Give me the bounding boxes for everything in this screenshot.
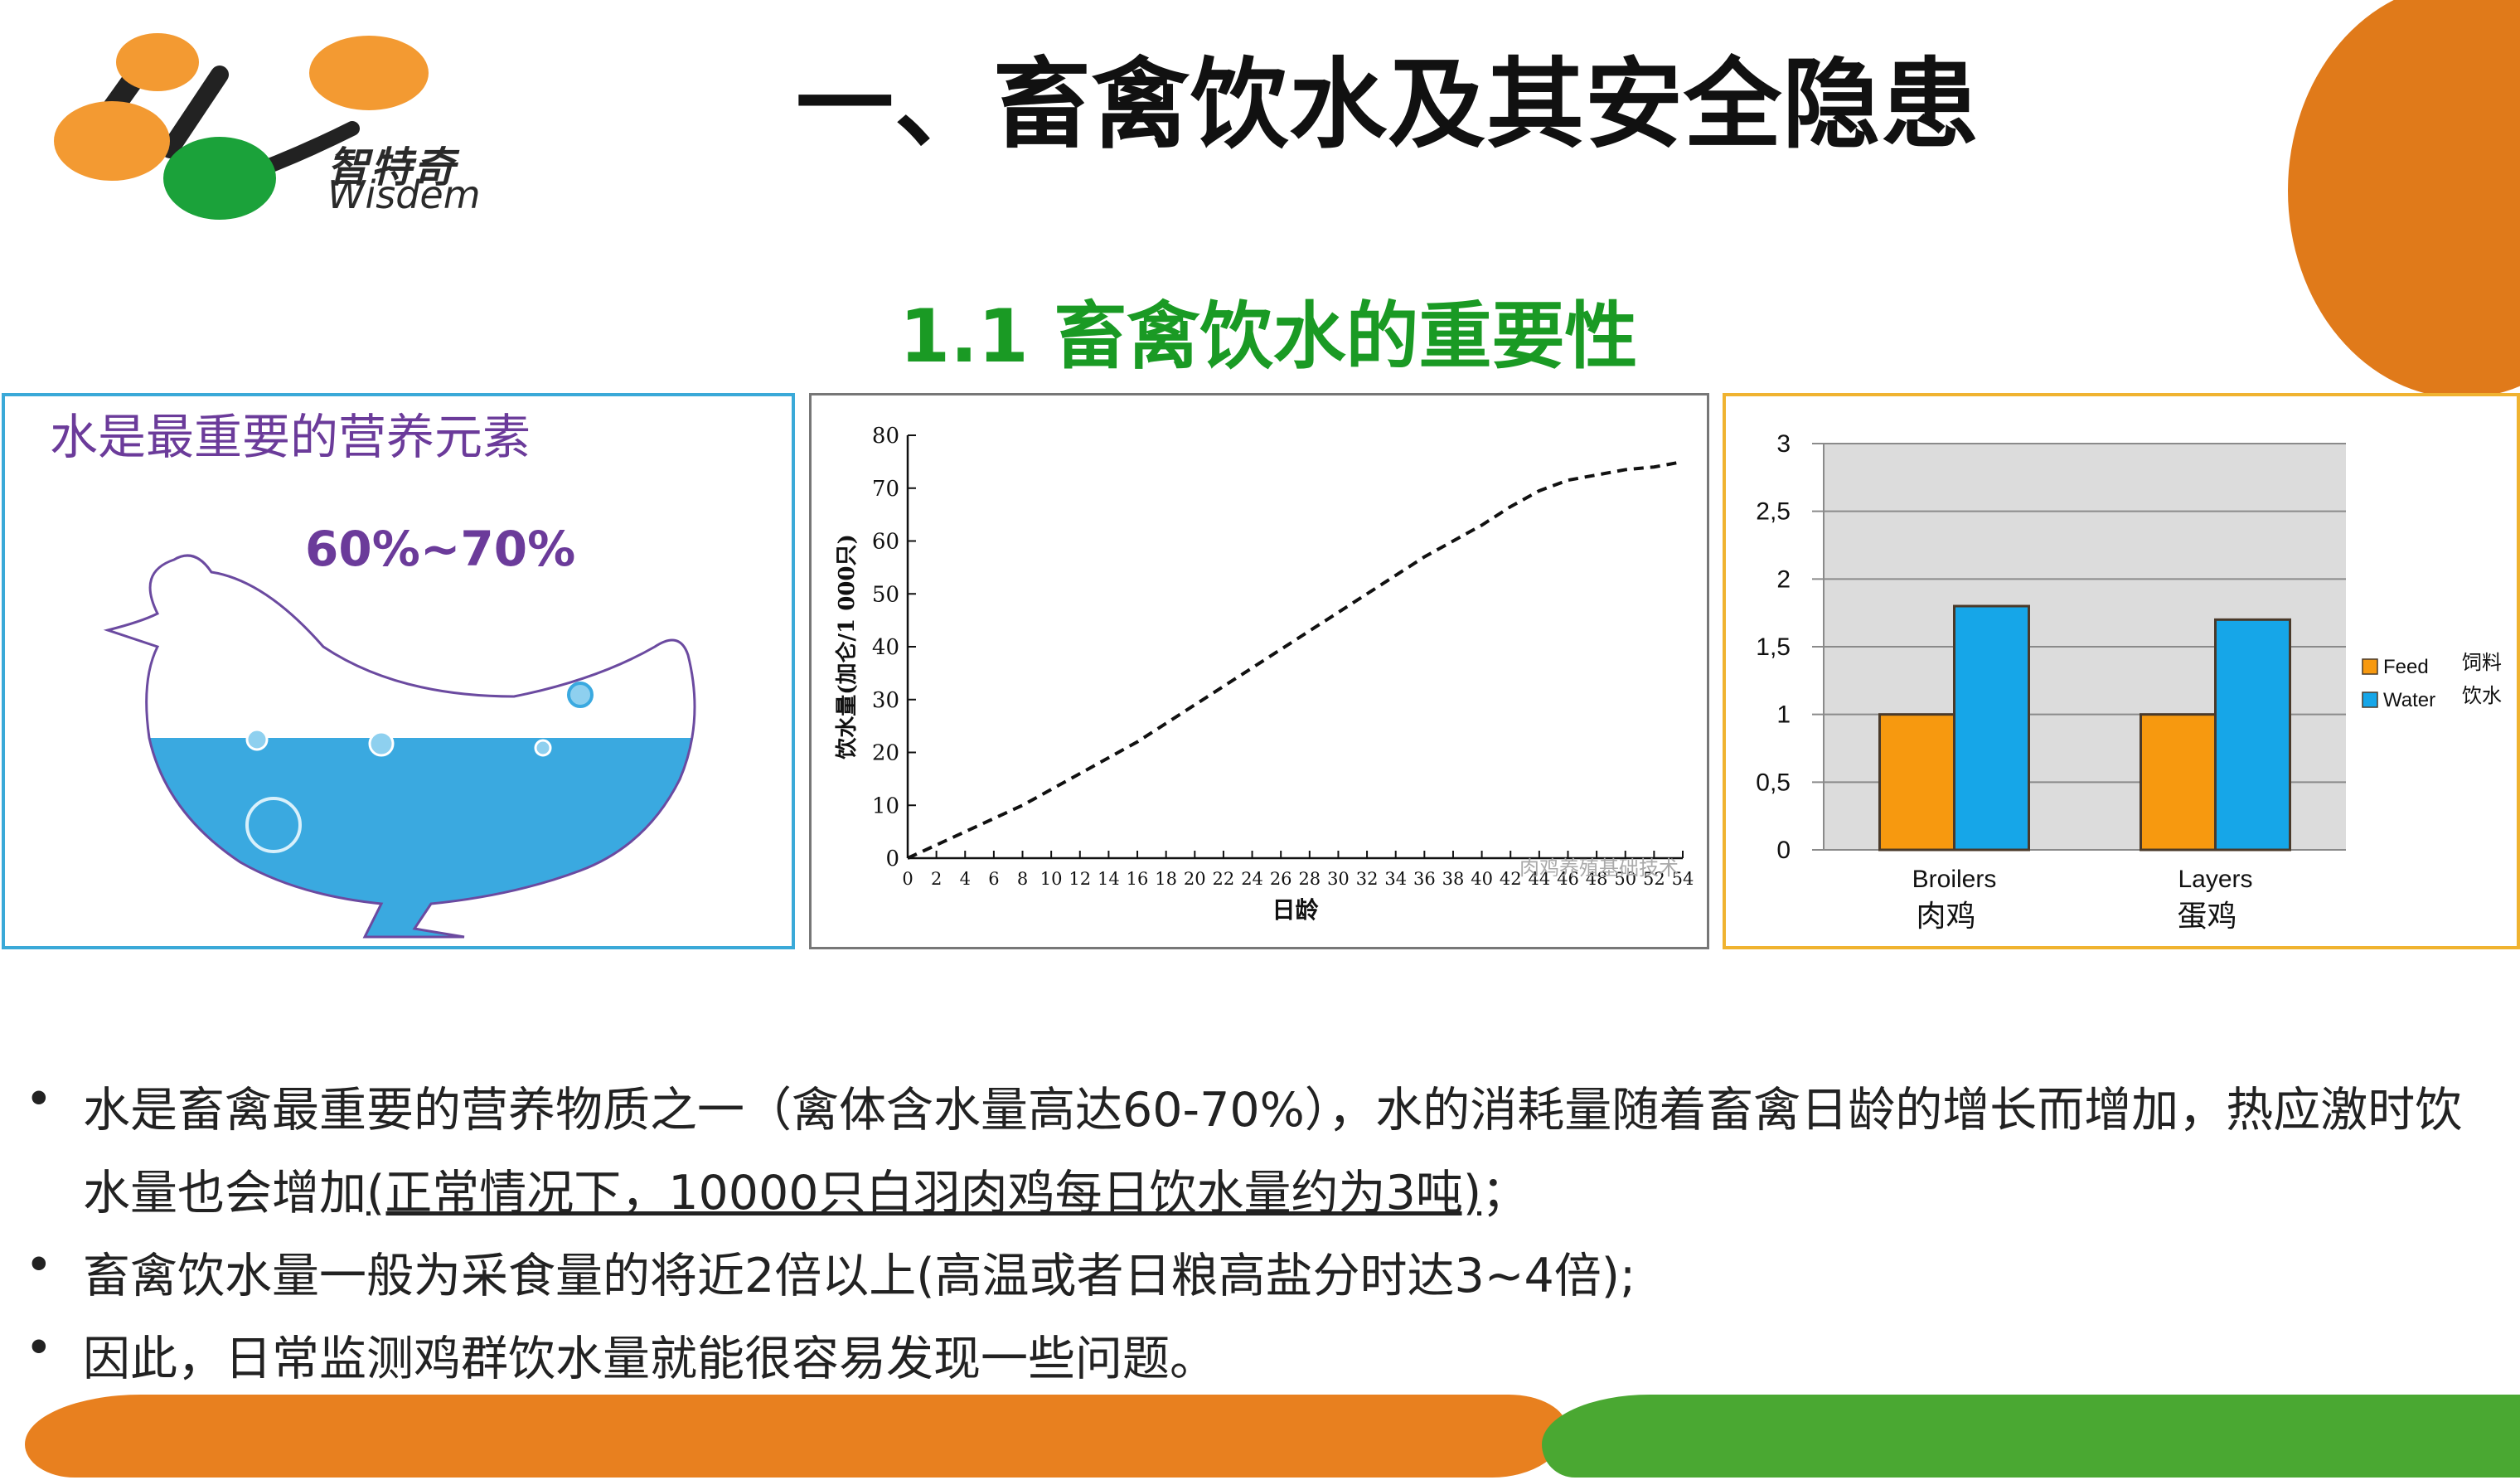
x-tick-label: 18 <box>1155 869 1177 889</box>
bullet-text-tail: ； <box>1481 1166 1529 1220</box>
x-tick-label: 36 <box>1413 869 1436 889</box>
bar-water-broilers <box>1953 604 2030 852</box>
y-tick-label: 1,5 <box>1756 633 1791 661</box>
page-title: 一、畜禽饮水及其安全隐患 <box>796 47 1980 162</box>
feed-water-bar-chart: 0 0,5 1 1,5 2 2,5 3 Broilers 肉鸡 Layers 蛋鸡 Feed 饲料 Wat… <box>1756 430 2502 934</box>
y-tick-label: 2 <box>1776 565 1791 593</box>
y-tick-label: 40 <box>872 635 899 660</box>
wisdem-logo <box>54 33 429 220</box>
bullet-text: 水是畜禽最重要的营养物质之一（禽体含水量高达60-70%），水的消耗量随着畜禽日… <box>83 1083 2463 1138</box>
bullet-text: 因此，日常监测鸡群饮水量就能很容易发现一些问题。 <box>83 1332 1217 1386</box>
x-tick-label: 26 <box>1270 869 1292 889</box>
x-tick-label: 30 <box>1327 869 1350 889</box>
x-tick-label: 38 <box>1442 869 1465 889</box>
x-tick-label-cn: 蛋鸡 <box>2177 900 2236 934</box>
bullet-text: 畜禽饮水量一般为采食量的将近2倍以上(高温或者日粮高盐分时达3~4倍); <box>83 1249 1636 1303</box>
x-tick-label: 14 <box>1098 869 1120 889</box>
decorative-orange-circle <box>2288 0 2520 398</box>
x-tick-label: 12 <box>1069 869 1091 889</box>
y-tick-label: 0 <box>885 847 899 871</box>
y-tick-label: 10 <box>872 793 899 818</box>
watermark-text: 肉鸡养殖基础技术 <box>1519 856 1679 880</box>
series-line <box>907 459 1684 860</box>
x-tick-label: 22 <box>1213 869 1235 889</box>
x-tick-label: 46 <box>1557 869 1579 889</box>
legend-label-water: Water <box>2383 689 2435 711</box>
logo-text-en: Wisdem <box>327 172 481 217</box>
bullet-marker: • <box>25 1321 53 1376</box>
x-tick-label: 34 <box>1384 869 1407 889</box>
bar-water-layers <box>2214 618 2291 852</box>
legend-swatch-water <box>2362 691 2378 708</box>
y-tick-label: 60 <box>872 530 899 555</box>
y-tick-label: 70 <box>872 477 899 502</box>
x-tick-label: 2 <box>931 869 942 889</box>
y-tick-label: 30 <box>872 688 899 713</box>
x-tick-label: 40 <box>1471 869 1493 889</box>
footer-orange-band <box>25 1395 1567 1478</box>
legend-swatch-feed <box>2362 658 2378 675</box>
y-tick-label: 50 <box>872 582 899 607</box>
water-intake-line-chart-panel <box>809 393 1709 949</box>
y-axis-label: 饮水量(加仑/1 000只) <box>834 534 860 760</box>
y-tick-label: 80 <box>872 424 899 449</box>
logo-text-cn: 智特奇 <box>327 143 457 192</box>
x-tick-label: Broilers <box>1912 866 1997 893</box>
x-tick-label: 0 <box>902 869 913 889</box>
legend-label-cn-feed: 饲料 <box>2462 651 2502 674</box>
x-tick-label: 44 <box>1528 869 1550 889</box>
x-tick-label: 42 <box>1500 869 1522 889</box>
x-tick-label: 4 <box>960 869 971 889</box>
x-tick-label: 50 <box>1614 869 1636 889</box>
y-tick-label: 20 <box>872 741 899 766</box>
x-tick-label: 24 <box>1241 869 1263 889</box>
x-tick-label: 6 <box>988 869 999 889</box>
bullet-text-underlined: (正常情况下，10000只白羽肉鸡每日饮水量约为3吨) <box>366 1166 1482 1220</box>
x-tick-label: 8 <box>1017 869 1028 889</box>
x-axis-label: 日龄 <box>1272 896 1319 924</box>
y-tick-label: 2,5 <box>1756 498 1791 526</box>
bar-feed-layers <box>2140 713 2217 852</box>
x-tick-label: 54 <box>1672 869 1694 889</box>
y-tick-label: 0 <box>1776 837 1791 864</box>
bullet-marker: • <box>25 1072 53 1127</box>
water-percent-label: 60%~70% <box>305 521 576 577</box>
y-tick-label: 1 <box>1776 701 1791 729</box>
hen-water-illustration <box>103 554 696 939</box>
y-tick-label: 0,5 <box>1756 769 1791 796</box>
y-tick-label: 3 <box>1776 430 1791 458</box>
x-tick-label: 32 <box>1356 869 1379 889</box>
bullet-marker: • <box>25 1238 53 1293</box>
bar-feed-broilers <box>1878 713 1955 852</box>
x-tick-label: 16 <box>1127 869 1149 889</box>
x-tick-label: 28 <box>1298 869 1321 889</box>
legend-label-cn-water: 饮水 <box>2462 684 2502 707</box>
x-tick-label: 52 <box>1643 869 1665 889</box>
legend-label-feed: Feed <box>2383 656 2429 678</box>
x-tick-label: 48 <box>1586 869 1608 889</box>
water-panel-title: 水是最重要的营养元素 <box>50 409 531 465</box>
footer-green-band <box>1542 1395 2520 1478</box>
x-tick-label: Layers <box>2178 866 2252 893</box>
bullet-text-plain: 水量也会增加 <box>83 1166 366 1220</box>
x-tick-label-cn: 肉鸡 <box>1916 900 1975 934</box>
x-tick-label: 10 <box>1040 869 1063 889</box>
x-tick-label: 20 <box>1184 869 1206 889</box>
section-subtitle: 1.1 畜禽饮水的重要性 <box>899 294 1638 379</box>
